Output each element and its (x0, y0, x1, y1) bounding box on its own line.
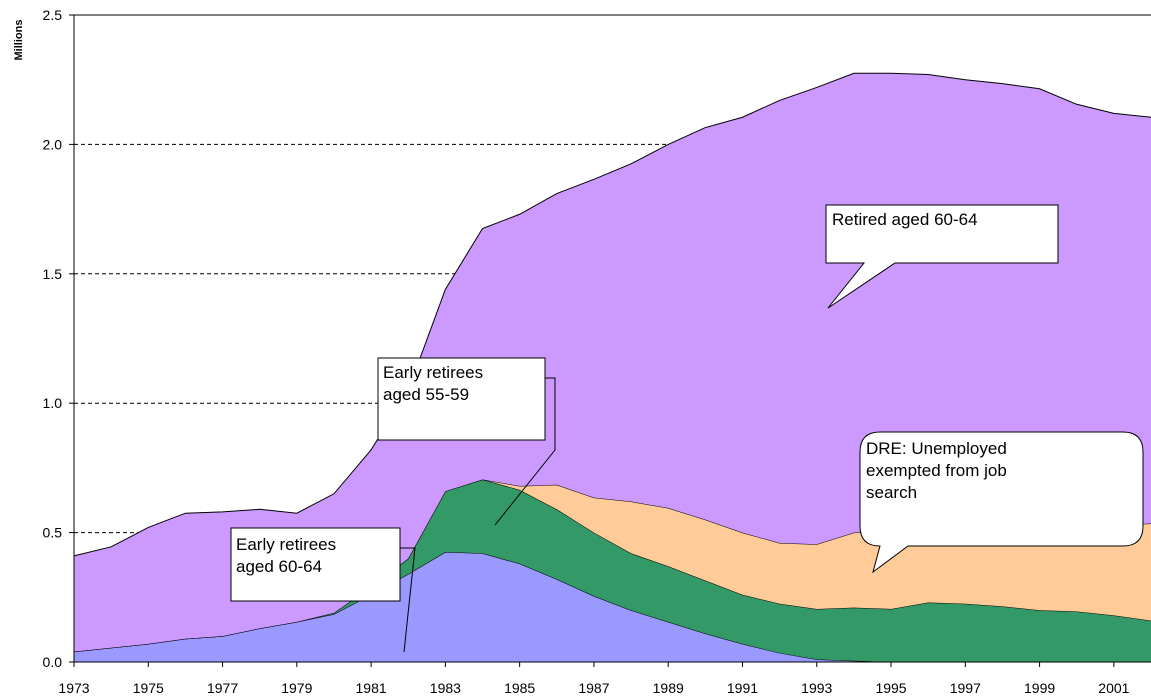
callout-box (825, 204, 1059, 309)
annotation-text: aged 55-59 (383, 385, 469, 404)
y-tick-label: 2.5 (43, 7, 63, 23)
callout-box (859, 431, 1144, 574)
x-tick-label: 1999 (1024, 680, 1055, 696)
y-tick-label: 1.5 (43, 266, 63, 282)
y-tick-label: 0.0 (43, 654, 63, 670)
x-tick-label: 1995 (875, 680, 906, 696)
y-axis-label: Millions (13, 20, 25, 61)
x-tick-label: 1993 (801, 680, 832, 696)
x-tick-label: 1979 (281, 680, 312, 696)
area (74, 552, 1151, 662)
callout-box (377, 357, 546, 441)
annotation-text: search (866, 483, 917, 502)
x-tick-label: 1989 (653, 680, 684, 696)
x-tick-label: 1973 (58, 680, 89, 696)
annotation-text: exempted from job (866, 461, 1007, 480)
x-tick-label: 1997 (950, 680, 981, 696)
x-tick-label: 1987 (578, 680, 609, 696)
annotation-text: Early retirees (383, 363, 483, 382)
y-tick-label: 0.5 (43, 525, 63, 541)
x-tick-label: 1983 (430, 680, 461, 696)
callout-box (230, 527, 401, 602)
annotation-text: aged 60-64 (236, 557, 322, 576)
x-tick-label: 1981 (356, 680, 387, 696)
annotation-text: Retired aged 60-64 (832, 210, 978, 229)
y-tick-label: 2.0 (43, 136, 63, 152)
x-tick-label: 1985 (504, 680, 535, 696)
callout-leader (494, 377, 556, 526)
callout-leader (400, 547, 416, 653)
x-tick-label: 1977 (207, 680, 238, 696)
area (74, 479, 1151, 662)
annotation-text: Early retirees (236, 535, 336, 554)
area-edge (73, 72, 1151, 557)
x-tick-label: 2001 (1098, 680, 1129, 696)
axes: 0.0 0.5 1.0 1.5 2.0 2.5 1973 1975 1977 1979 1981 19… (43, 7, 1151, 696)
y-tick-label: 1.0 (43, 395, 63, 411)
x-tick-label: 1991 (727, 680, 758, 696)
annotation-text: DRE: Unemployed (866, 439, 1007, 458)
annotations: Retired aged 60-64 Early retirees aged 55-… (230, 204, 1144, 653)
x-tick-label: 1975 (133, 680, 164, 696)
area (74, 479, 1151, 652)
